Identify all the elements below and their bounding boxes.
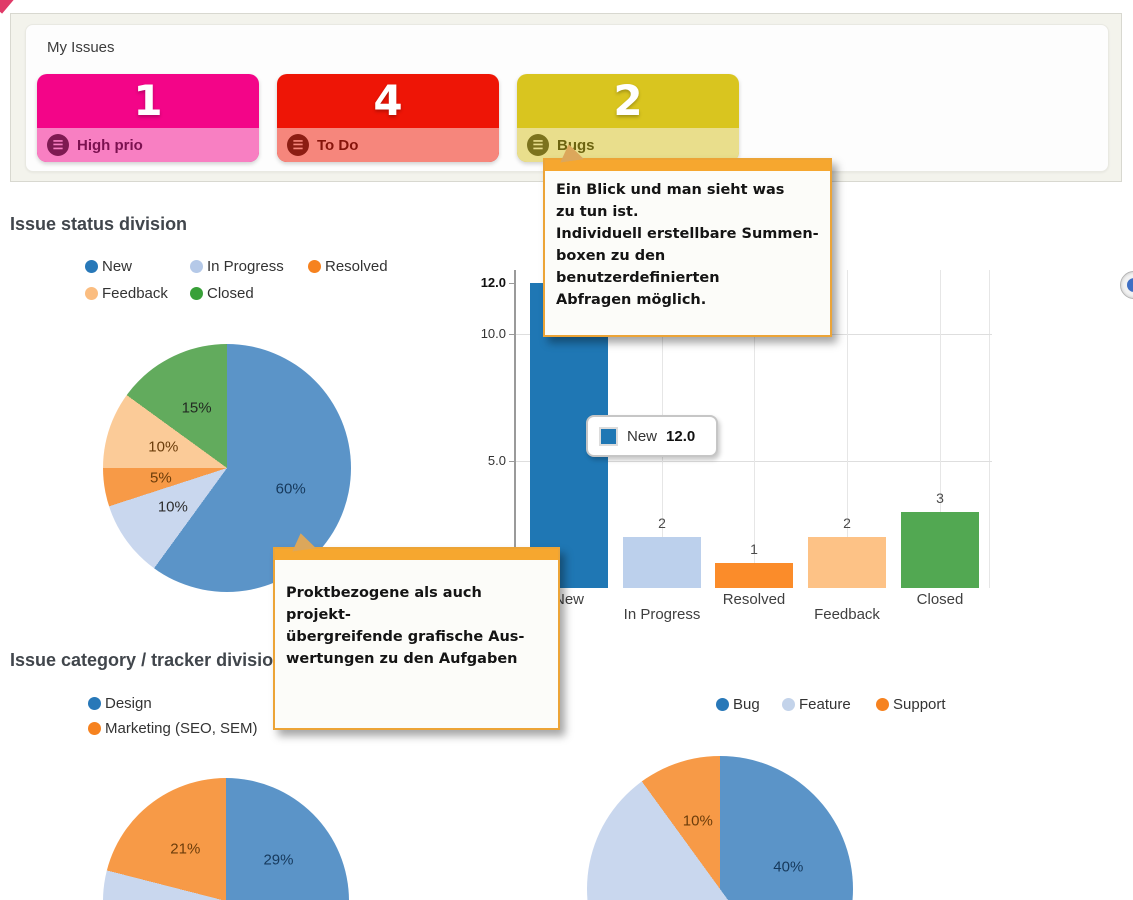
summary-box-band: ☰ High prio bbox=[37, 128, 259, 162]
status-section-title: Issue status division bbox=[10, 214, 188, 234]
pie-slice-label: 15% bbox=[181, 399, 212, 417]
legend-swatch bbox=[85, 260, 98, 273]
legend-item-in-progress[interactable]: In Progress bbox=[190, 258, 284, 275]
legend-label: Feedback bbox=[102, 285, 168, 302]
legend-item-support[interactable]: Support bbox=[876, 696, 946, 713]
pie-slice-label: 10% bbox=[157, 498, 188, 516]
y-axis-tick bbox=[509, 460, 516, 462]
legend-swatch bbox=[88, 697, 101, 710]
edge-nav-button[interactable] bbox=[1120, 271, 1133, 299]
legend-swatch bbox=[190, 287, 203, 300]
summary-box-label: High prio bbox=[77, 136, 143, 154]
legend-swatch bbox=[190, 260, 203, 273]
category-section-title: Issue category / tracker division bbox=[10, 650, 285, 670]
legend-label: Marketing (SEO, SEM) bbox=[105, 720, 258, 737]
bar-resolved[interactable] bbox=[715, 562, 793, 588]
edge-nav-icon bbox=[1127, 278, 1133, 292]
pie-slice-label: 60% bbox=[275, 480, 306, 498]
x-axis-category-label: New bbox=[553, 591, 585, 608]
legend-swatch bbox=[782, 698, 795, 711]
legend-item-bug[interactable]: Bug bbox=[716, 696, 760, 713]
legend-item-closed[interactable]: Closed bbox=[190, 285, 254, 302]
y-axis-tick-label: 10.0 bbox=[480, 325, 506, 341]
bar-value-label: 1 bbox=[750, 540, 758, 557]
bar-in-progress[interactable] bbox=[623, 537, 701, 588]
issue-count: 2 bbox=[613, 76, 643, 125]
gridline bbox=[847, 270, 848, 588]
bar-value-label: 2 bbox=[843, 515, 851, 532]
summary-box-bugs[interactable]: 2 ☰ Bugs bbox=[517, 74, 739, 162]
tooltip-series-swatch bbox=[599, 426, 618, 446]
x-axis-category-label: Feedback bbox=[814, 606, 880, 623]
pie-slice-label: 29% bbox=[263, 851, 294, 869]
corner-artifact bbox=[0, 0, 14, 14]
callout-text: Proktbezogene als auch projekt- übergrei… bbox=[286, 585, 525, 667]
bar-value-label: 2 bbox=[658, 515, 666, 532]
legend-swatch bbox=[876, 698, 889, 711]
legend-swatch bbox=[716, 698, 729, 711]
panel-title: My Issues bbox=[47, 39, 115, 56]
y-axis-tick-label: 12.0 bbox=[480, 274, 506, 290]
legend-label: Design bbox=[105, 695, 152, 712]
callout-text: Ein Blick und man sieht was zu tun ist. … bbox=[556, 182, 819, 308]
list-icon: ☰ bbox=[47, 134, 69, 156]
gridline bbox=[754, 270, 755, 588]
gridline bbox=[940, 270, 941, 588]
legend-item-design[interactable]: Design bbox=[88, 695, 152, 712]
summary-box-label: Bugs bbox=[557, 136, 595, 154]
summary-box-band: ☰ Bugs bbox=[517, 128, 739, 162]
pie-slice-label: 5% bbox=[150, 469, 172, 487]
legend-item-feedback[interactable]: Feedback bbox=[85, 285, 168, 302]
legend-label: Bug bbox=[733, 696, 760, 713]
x-axis-category-label: In Progress bbox=[623, 606, 701, 623]
y-axis-tick bbox=[509, 282, 516, 284]
callout-header-bar bbox=[275, 549, 558, 560]
legend-swatch bbox=[85, 287, 98, 300]
y-axis-tick-label: 5.0 bbox=[487, 452, 506, 468]
pie-slice-label: 10% bbox=[148, 438, 179, 456]
list-icon: ☰ bbox=[527, 134, 549, 156]
pie-slice-label: 21% bbox=[170, 840, 201, 858]
bar-value-label: 3 bbox=[936, 489, 944, 506]
legend-label: In Progress bbox=[207, 258, 284, 275]
legend-item-feature[interactable]: Feature bbox=[782, 696, 851, 713]
pie-slice-label: 40% bbox=[773, 858, 804, 876]
tracker-pie-chart[interactable]: 40% 10% bbox=[587, 756, 853, 900]
legend-label: Feature bbox=[799, 696, 851, 713]
legend-label: Support bbox=[893, 696, 946, 713]
x-axis-category-label: Resolved bbox=[722, 591, 786, 608]
pie-slice-label: 10% bbox=[682, 812, 713, 830]
tooltip-series-value: 12.0 bbox=[666, 427, 696, 445]
legend-label: New bbox=[102, 258, 133, 275]
tooltip-series-label: New bbox=[627, 427, 658, 445]
x-axis-category-label: Closed bbox=[916, 591, 964, 608]
my-issues-section: My Issues 1 ☰ High prio 4 ☰ To Do bbox=[10, 13, 1122, 182]
list-icon: ☰ bbox=[287, 134, 309, 156]
summary-box-high-prio[interactable]: 1 ☰ High prio bbox=[37, 74, 259, 162]
bar-feedback[interactable] bbox=[808, 537, 886, 588]
callout-header-bar bbox=[545, 160, 830, 171]
annotation-callout-summary: Ein Blick und man sieht was zu tun ist. … bbox=[543, 158, 832, 337]
summary-box-label: To Do bbox=[317, 136, 359, 154]
legend-swatch bbox=[88, 722, 101, 735]
summary-box-todo[interactable]: 4 ☰ To Do bbox=[277, 74, 499, 162]
my-issues-panel: My Issues 1 ☰ High prio 4 ☰ To Do bbox=[25, 24, 1109, 172]
bar-closed[interactable] bbox=[901, 511, 979, 588]
legend-label: Closed bbox=[207, 285, 254, 302]
summary-box-band: ☰ To Do bbox=[277, 128, 499, 162]
y-axis-tick bbox=[509, 333, 516, 335]
summary-boxes: 1 ☰ High prio 4 ☰ To Do 2 ☰ bbox=[37, 74, 739, 162]
legend-item-marketing[interactable]: Marketing (SEO, SEM) bbox=[88, 720, 258, 737]
bar-hover-tooltip: New 12.0 bbox=[586, 415, 718, 457]
category-pie-chart[interactable]: 29% 21% bbox=[103, 778, 349, 900]
issue-count: 1 bbox=[133, 76, 163, 125]
issue-count: 4 bbox=[373, 76, 403, 125]
legend-swatch bbox=[308, 260, 321, 273]
legend-item-resolved[interactable]: Resolved bbox=[308, 258, 388, 275]
annotation-callout-charts: Proktbezogene als auch projekt- übergrei… bbox=[273, 547, 560, 730]
legend-label: Resolved bbox=[325, 258, 388, 275]
legend-item-new[interactable]: New bbox=[85, 258, 132, 275]
